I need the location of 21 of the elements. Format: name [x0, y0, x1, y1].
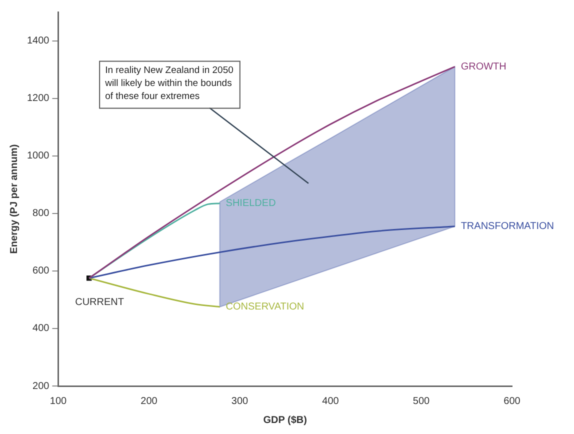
x-tick-label: 100 [50, 396, 68, 407]
y-axis-title: Energy (PJ per annum) [8, 144, 20, 254]
y-tick-label: 400 [32, 323, 50, 334]
series-label: TRANSFORMATION [460, 221, 554, 232]
series-label: GROWTH [460, 61, 506, 72]
y-tick-label: 1000 [26, 150, 50, 162]
series-label: SHIELDED [226, 198, 276, 210]
series-label: CONSERVATION [226, 302, 304, 313]
y-tick-label: 1400 [26, 36, 50, 47]
x-tick-label: 200 [140, 396, 158, 407]
x-tick-label: 600 [504, 396, 521, 407]
y-tick-label: 200 [32, 380, 50, 392]
x-tick-label: 400 [322, 396, 340, 407]
y-tick-label: 800 [32, 208, 50, 220]
annotation: In reality New Zealand in 2050 will likely be within the bounds of these four extremes [104, 65, 234, 102]
text: CURRENT [75, 296, 124, 308]
x-tick-label: 500 [412, 396, 430, 407]
x-tick-label: 300 [231, 396, 249, 407]
y-tick-label: 1200 [26, 93, 50, 104]
y-tick-label: 600 [32, 266, 50, 277]
x-axis-title: GDP ($B) [263, 414, 307, 426]
